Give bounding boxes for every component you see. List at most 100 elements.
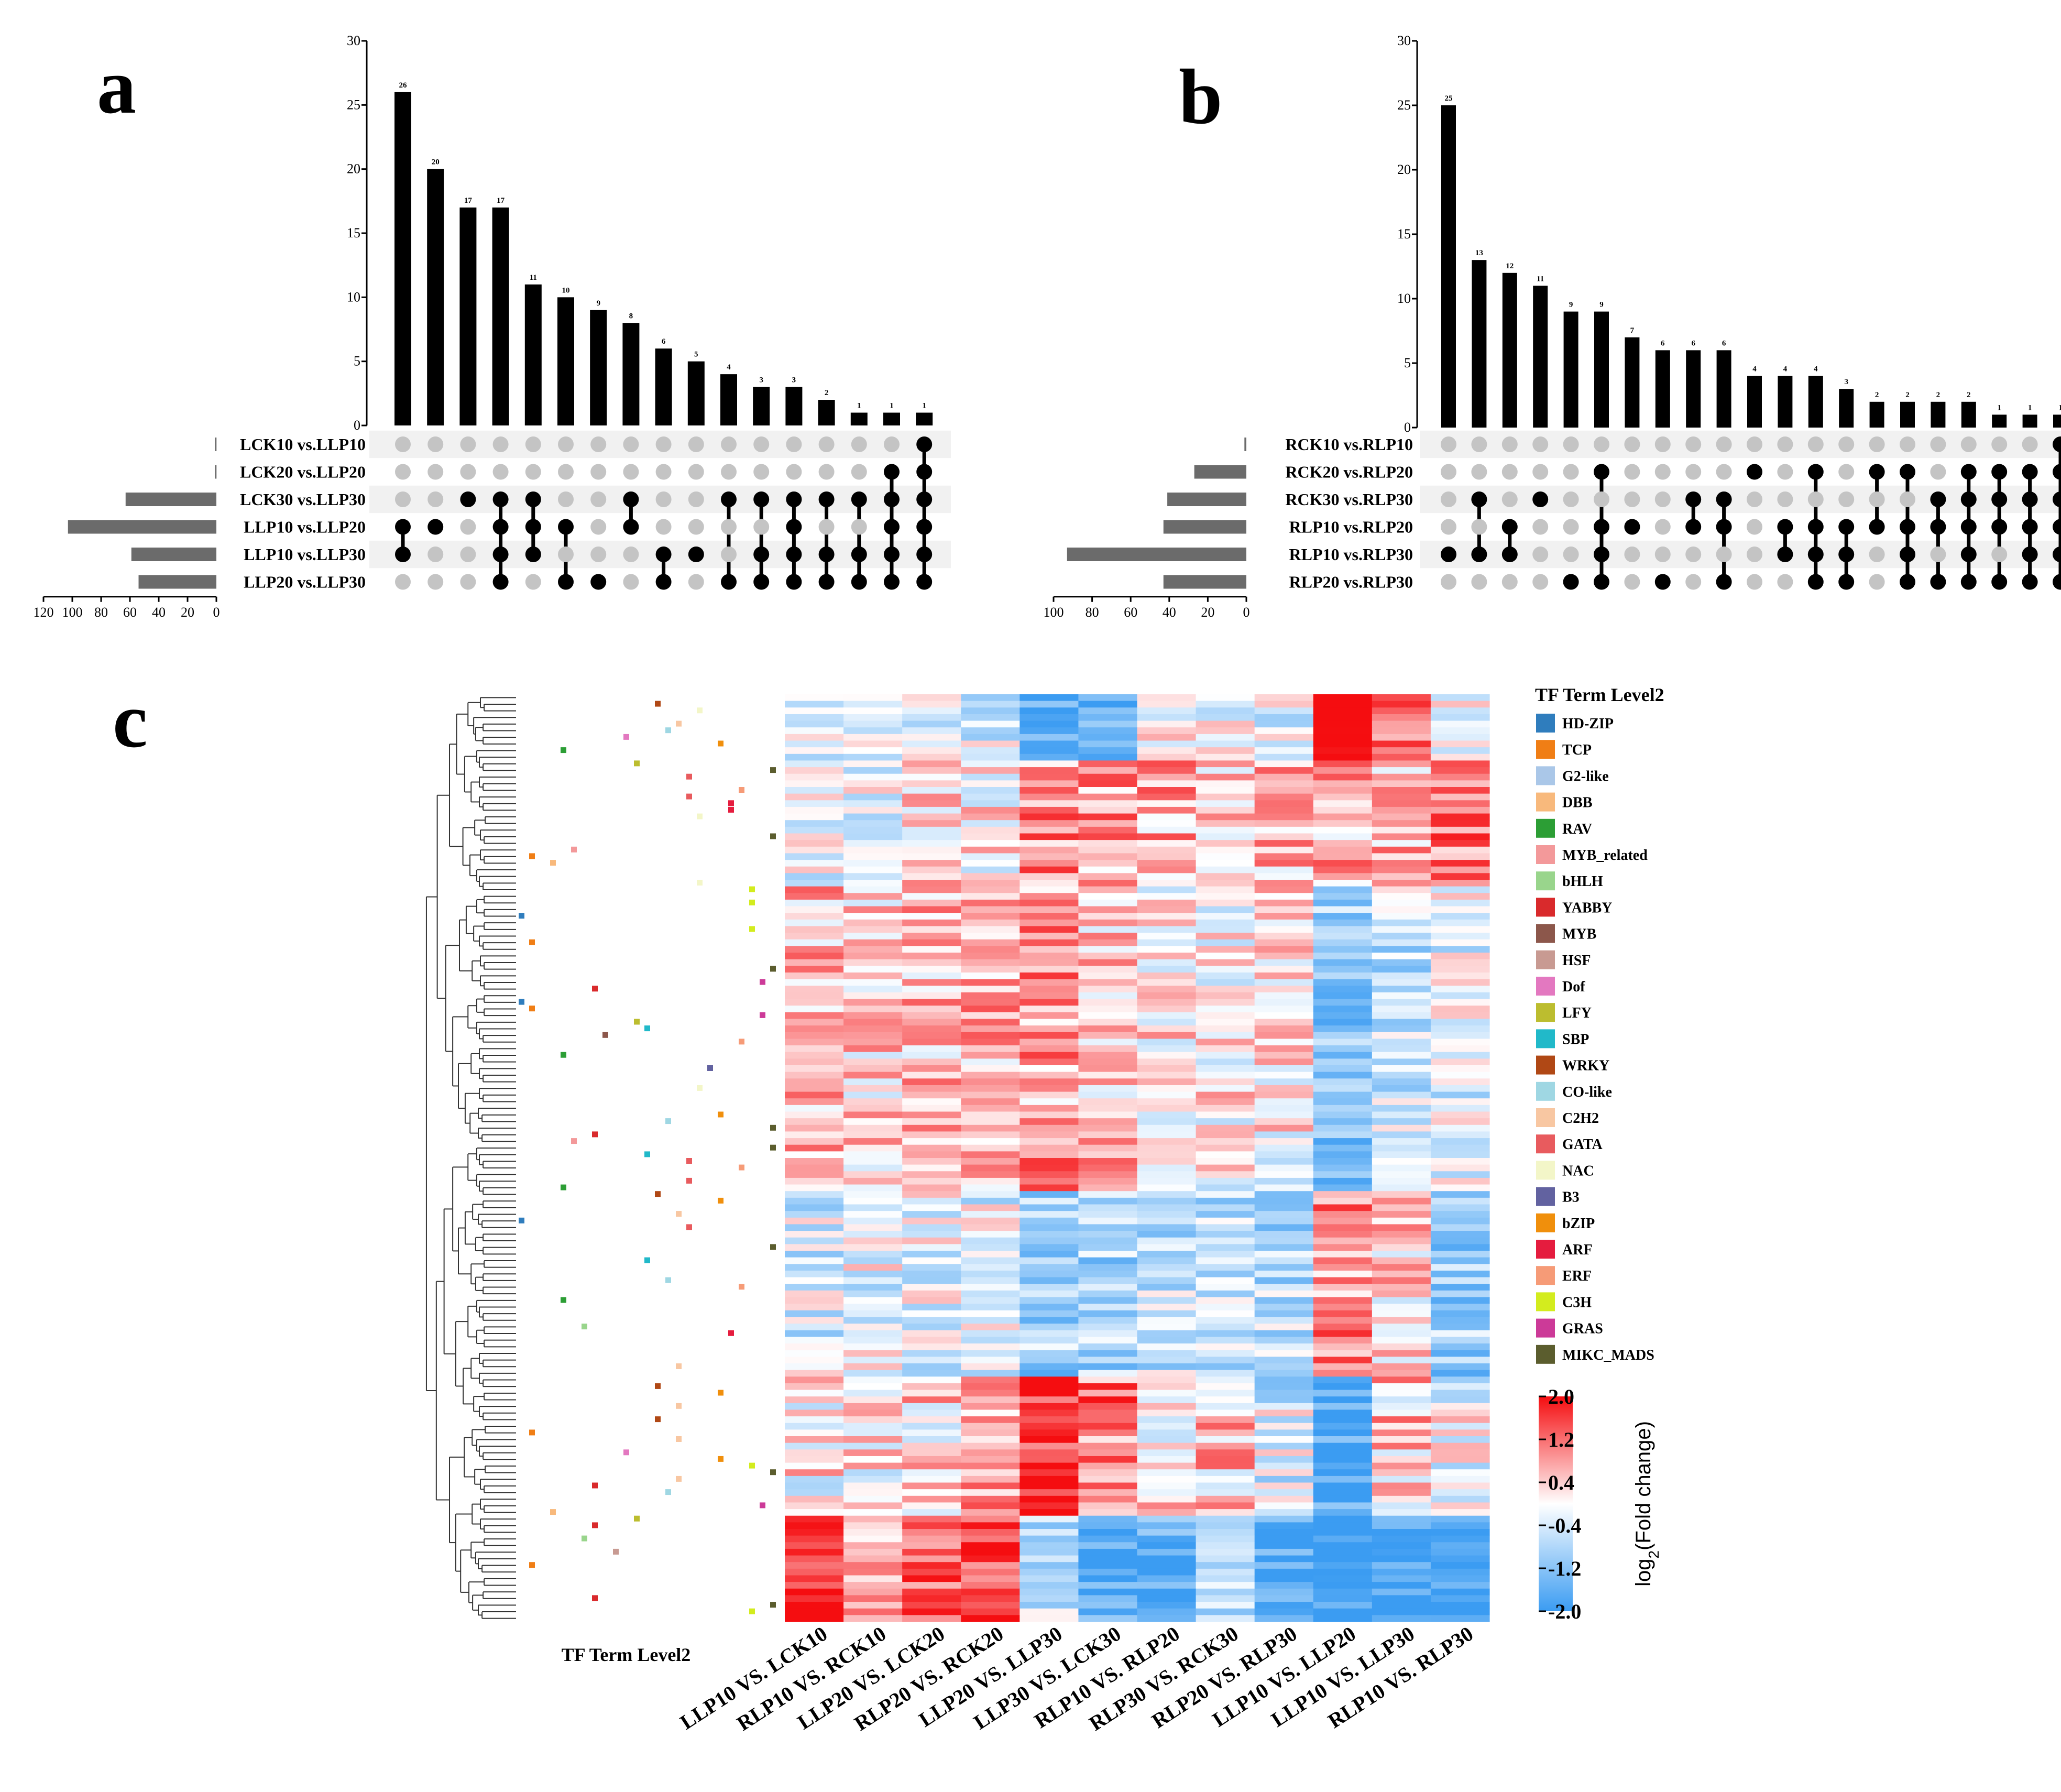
heatmap-cell (1372, 999, 1431, 1006)
heatmap-cell (902, 1522, 961, 1529)
heatmap-cell (785, 780, 844, 788)
set-size-bar (125, 493, 216, 506)
heatmap-cell (961, 1264, 1020, 1271)
tf-annotation-mark (697, 880, 703, 886)
heatmap-cell (1137, 966, 1197, 973)
intersection-bar-label: 3 (792, 376, 796, 385)
heatmap-cell (902, 999, 961, 1006)
heatmap-cell (902, 1529, 961, 1536)
heatmap-cell (1019, 1006, 1079, 1013)
intersection-bar (1594, 311, 1609, 428)
heatmap-cell (785, 694, 844, 702)
heatmap-cell (1078, 1562, 1138, 1569)
membership-dot-empty (1563, 519, 1579, 535)
heatmap-cell (843, 1390, 903, 1397)
heatmap-cell (1196, 906, 1255, 913)
set-label: RLP10 vs.RLP30 (1289, 545, 1413, 564)
heatmap-cell (1019, 1423, 1079, 1430)
heatmap-cell (1430, 1197, 1490, 1205)
heatmap-cell (843, 1217, 903, 1225)
heatmap-cell (785, 1091, 844, 1099)
heatmap-cell (1078, 1350, 1138, 1357)
heatmap-cell (1078, 926, 1138, 933)
heatmap-cell (1430, 1072, 1490, 1079)
heatmap-cell (961, 1270, 1020, 1278)
heatmap-cell (1430, 773, 1490, 781)
heatmap-cell (1196, 1363, 1255, 1371)
heatmap-cell (961, 1091, 1020, 1099)
membership-dot-empty (427, 574, 444, 590)
heatmap-cell (961, 959, 1020, 966)
heatmap-cell (1196, 1370, 1255, 1377)
heatmap-cell (961, 753, 1020, 761)
heatmap-cell (1254, 1052, 1314, 1059)
tf-annotation-mark (634, 760, 640, 767)
heatmap-cell (843, 1012, 903, 1020)
heatmap-cell (1019, 1270, 1079, 1278)
heatmap-cell (1254, 740, 1314, 748)
heatmap-cell (1254, 1436, 1314, 1444)
heatmap-cell (843, 873, 903, 880)
intersection-bar (687, 361, 705, 425)
membership-dot-empty (1930, 464, 1946, 480)
heatmap-cell (1254, 1456, 1314, 1463)
tf-annotation-mark (571, 1138, 577, 1144)
heatmap-cell (843, 694, 903, 702)
heatmap-cell (1313, 899, 1373, 907)
heatmap-cell (1196, 1211, 1255, 1218)
heatmap-cell (961, 1515, 1020, 1523)
heatmap-cell (1137, 720, 1197, 728)
heatmap-cell (1078, 992, 1138, 1000)
heatmap-cell (902, 1343, 961, 1351)
tf-annotation-mark (634, 1515, 640, 1522)
heatmap-cell (1019, 1562, 1079, 1569)
membership-dot-empty (1685, 464, 1702, 480)
heatmap-cell (785, 1416, 844, 1424)
heatmap-cell (1196, 946, 1255, 953)
heatmap-cell (785, 1423, 844, 1430)
heatmap-cell (1254, 1224, 1314, 1231)
heatmap-cell (843, 1025, 903, 1033)
heatmap-cell (1019, 1370, 1079, 1377)
heatmap-cell (1019, 767, 1079, 774)
heatmap-cell (902, 1357, 961, 1364)
tf-legend-label: MYB (1562, 926, 1596, 943)
membership-dot-filled (916, 436, 933, 452)
heatmap-cell (1254, 1529, 1314, 1536)
heatmap-cell (785, 701, 844, 708)
membership-dot-empty (1441, 491, 1456, 507)
heatmap-cell (785, 1006, 844, 1013)
membership-dot-filled (1501, 519, 1518, 535)
colorbar-title-sub: 2 (1646, 1550, 1662, 1559)
heatmap-cell (1137, 1469, 1197, 1477)
heatmap-cell (1372, 1509, 1431, 1516)
heatmap-cell (1078, 1171, 1138, 1178)
heatmap-cell (1078, 953, 1138, 960)
intersection-bar (394, 92, 411, 425)
heatmap-cell (1254, 1151, 1314, 1159)
heatmap-cell (961, 1251, 1020, 1258)
heatmap-cell (785, 1039, 844, 1046)
intersection-bar-label: 3 (759, 376, 763, 385)
heatmap-cell (1313, 1416, 1373, 1424)
heatmap-cell (843, 1197, 903, 1205)
heatmap-cell (1430, 714, 1490, 722)
heatmap-cell (843, 1045, 903, 1053)
membership-dot-empty (655, 464, 672, 480)
heatmap-cell (902, 1244, 961, 1251)
heatmap-cell (1078, 1357, 1138, 1364)
heatmap-cell (1196, 773, 1255, 781)
heatmap-cell (1196, 1032, 1255, 1040)
heatmap-cell (961, 1032, 1020, 1040)
heatmap-cell (902, 1019, 961, 1026)
heatmap-cell (1196, 1495, 1255, 1503)
heatmap-cell (1430, 846, 1490, 854)
intersection-bar (459, 207, 477, 425)
heatmap-cell (1254, 1277, 1314, 1284)
heatmap-cell (961, 1456, 1020, 1463)
heatmap-cell (785, 1363, 844, 1371)
heatmap-cell (1078, 1423, 1138, 1430)
heatmap-cell (1137, 1409, 1197, 1417)
heatmap-cell (1372, 1025, 1431, 1033)
heatmap-cell (1430, 787, 1490, 794)
